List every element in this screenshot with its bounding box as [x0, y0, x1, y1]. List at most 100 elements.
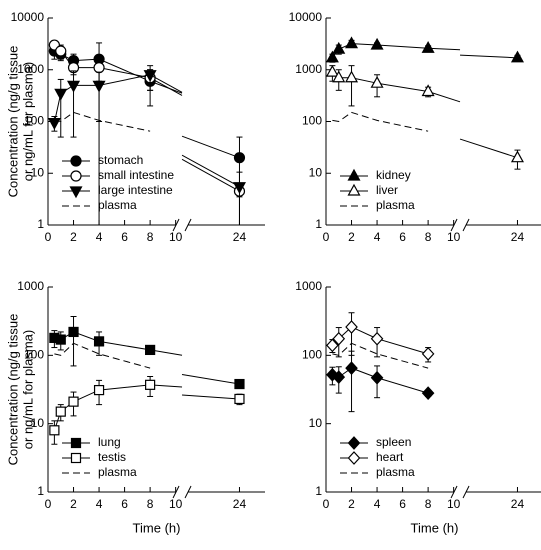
x-tick-label: 24 — [511, 230, 525, 244]
y-tick-label: 10 — [309, 416, 323, 430]
series-line — [332, 111, 429, 132]
legend-label: kidney — [376, 168, 411, 182]
x-tick-label: 6 — [399, 497, 406, 511]
x-axis-label: Time (h) — [133, 520, 181, 535]
break-connector — [150, 384, 183, 388]
marker — [234, 378, 245, 390]
marker — [47, 118, 61, 130]
marker — [326, 338, 339, 353]
x-tick-label: 6 — [399, 230, 406, 244]
x-tick-label: 10 — [169, 497, 183, 511]
legend-label: small intestine — [98, 168, 174, 182]
marker — [234, 393, 245, 405]
x-tick-label: 10 — [447, 230, 461, 244]
legend-marker — [69, 186, 83, 199]
marker — [421, 386, 435, 400]
legend-marker — [347, 168, 361, 181]
legend-label: lung — [98, 435, 121, 449]
marker — [325, 50, 339, 63]
break-connector — [182, 394, 240, 400]
x-tick-label: 6 — [121, 230, 128, 244]
marker — [55, 45, 67, 57]
break-connector — [427, 91, 461, 103]
legend-label: plasma — [376, 198, 415, 212]
marker — [55, 334, 66, 345]
marker — [68, 326, 79, 338]
marker — [325, 64, 339, 77]
x-tick-label: 8 — [147, 497, 154, 511]
break-connector — [428, 47, 461, 51]
marker — [92, 80, 106, 93]
marker — [55, 406, 66, 417]
break-connector — [149, 77, 183, 96]
marker — [67, 80, 81, 93]
marker — [345, 70, 359, 83]
x-tick-label: 8 — [425, 230, 432, 244]
axis-break — [184, 218, 192, 232]
legend-marker — [70, 170, 82, 182]
x-tick-label: 0 — [45, 497, 52, 511]
legend-label: plasma — [376, 465, 415, 479]
marker — [145, 344, 156, 356]
x-tick-label: 8 — [425, 497, 432, 511]
break-connector — [149, 80, 183, 94]
y-tick-label: 1 — [37, 484, 44, 498]
y-tick-label: 100 — [24, 114, 44, 128]
marker — [332, 331, 346, 346]
x-tick-label: 2 — [70, 497, 77, 511]
x-tick-label: 4 — [374, 230, 381, 244]
x-tick-label: 6 — [121, 497, 128, 511]
break-connector — [459, 138, 518, 159]
legend-marker — [70, 155, 82, 167]
marker — [421, 84, 435, 97]
marker — [421, 41, 435, 53]
y-tick-label: 10000 — [11, 10, 45, 24]
y-axis-label: or ng/mL for plasma) — [20, 330, 35, 449]
x-tick-label: 24 — [511, 497, 525, 511]
y-tick-label: 10 — [309, 165, 323, 179]
marker — [93, 336, 105, 347]
legend-label: plasma — [98, 465, 137, 479]
y-tick-label: 1 — [315, 484, 322, 498]
marker — [143, 70, 157, 83]
y-axis-label: Concentration (ng/g tissue — [5, 314, 20, 466]
break-connector — [460, 54, 518, 59]
legend-label: spleen — [376, 435, 411, 449]
y-tick-label: 1000 — [17, 279, 44, 293]
marker — [370, 37, 384, 50]
x-tick-label: 0 — [45, 230, 52, 244]
break-connector — [150, 349, 183, 356]
legend-label: liver — [376, 183, 398, 197]
x-tick-label: 2 — [348, 230, 355, 244]
marker — [370, 75, 384, 88]
marker — [49, 425, 60, 436]
break-connector — [181, 373, 240, 385]
x-tick-label: 0 — [323, 230, 330, 244]
y-axis-label: or ng/mL for plasma) — [20, 62, 35, 181]
marker — [345, 320, 358, 334]
marker — [510, 50, 524, 63]
series-line — [54, 342, 151, 369]
y-tick-label: 100 — [302, 114, 322, 128]
break-connector — [149, 74, 183, 93]
y-tick-label: 10 — [31, 416, 45, 430]
y-tick-label: 1000 — [295, 279, 322, 293]
x-tick-label: 4 — [374, 497, 381, 511]
marker — [345, 36, 359, 49]
x-tick-label: 4 — [96, 230, 103, 244]
marker — [370, 370, 384, 385]
break-connector — [181, 154, 240, 188]
x-tick-label: 2 — [70, 230, 77, 244]
x-tick-label: 8 — [147, 230, 154, 244]
marker — [68, 396, 79, 407]
x-tick-label: 0 — [323, 497, 330, 511]
axis-break — [184, 485, 192, 499]
marker — [93, 384, 105, 396]
marker — [332, 41, 346, 54]
x-tick-label: 2 — [348, 497, 355, 511]
marker — [332, 370, 346, 385]
y-tick-label: 1 — [37, 217, 44, 231]
legend-label: plasma — [98, 198, 137, 212]
marker — [232, 182, 246, 194]
